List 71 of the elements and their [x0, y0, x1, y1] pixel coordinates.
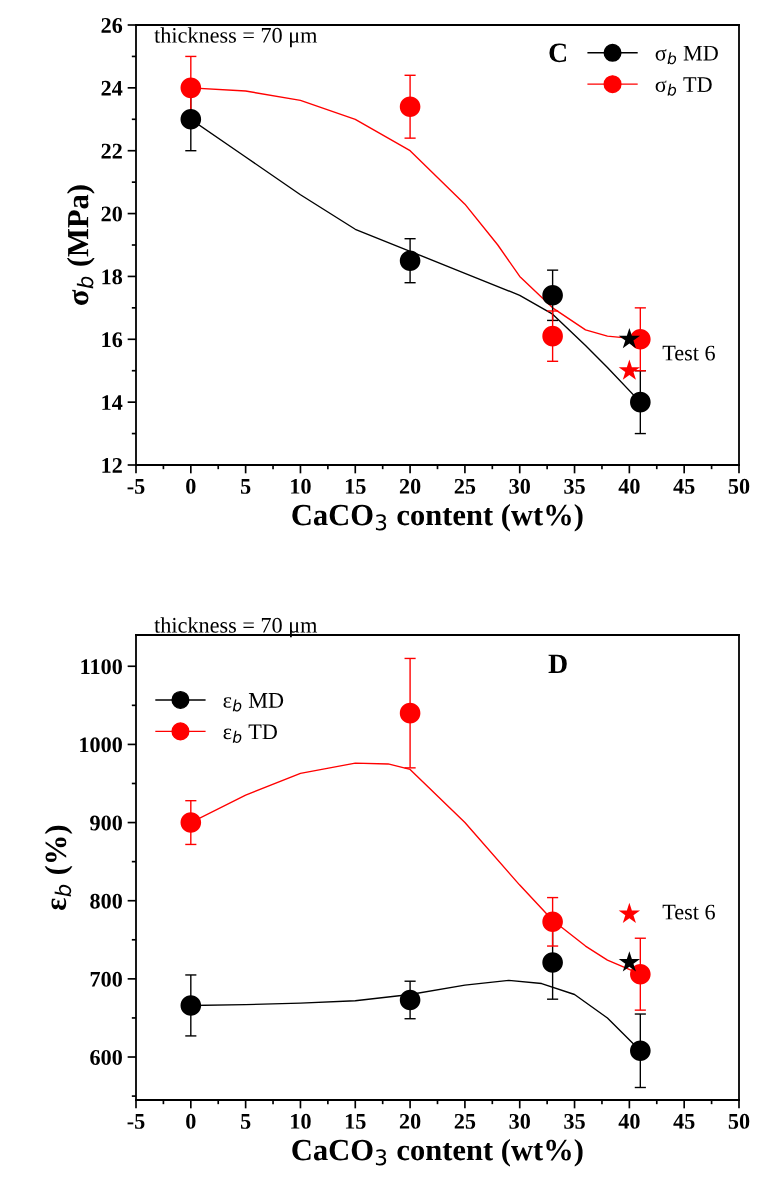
x-tick-label: 0 — [186, 1113, 196, 1129]
x-tick-label: 30 — [509, 478, 530, 494]
x-tick-label: 35 — [564, 478, 585, 494]
annotation: thickness = 70 μm — [154, 617, 318, 638]
point — [180, 108, 202, 130]
x-tick-label: 5 — [240, 1114, 251, 1129]
x-tick-label: 45 — [673, 478, 695, 494]
x-tick-label: 35 — [564, 1113, 585, 1129]
point — [542, 325, 563, 347]
x-tick-label: 20 — [399, 1113, 421, 1129]
point — [399, 989, 421, 1011]
annotation: D — [548, 654, 567, 673]
legend-label: σ$_{b}$ MD — [655, 45, 718, 65]
x-tick-label: 45 — [673, 1113, 695, 1129]
x-tick-label: 10 — [291, 478, 311, 494]
x-tick-label: 0 — [186, 478, 196, 494]
x-tick-label: 30 — [509, 1113, 530, 1129]
x-tick-label: 15 — [345, 1113, 366, 1129]
legend-label: ε$_{b}$ TD — [223, 724, 277, 743]
y-tick-label: 22 — [101, 143, 122, 159]
point — [542, 284, 563, 306]
point — [618, 902, 641, 924]
point — [618, 951, 641, 972]
y-tick-label: 1000 — [80, 737, 122, 753]
y-tick-label: 20 — [101, 206, 122, 222]
point — [180, 77, 202, 99]
point — [630, 1040, 651, 1062]
y-tick-label: 800 — [90, 893, 122, 909]
x-tick-label: 15 — [345, 478, 366, 494]
point — [618, 328, 641, 349]
x-axis-title: CaCO$_{3}$ content (wt%) — [292, 1138, 583, 1167]
point — [542, 911, 563, 933]
annotation: Test 6 — [662, 904, 715, 920]
x-tick-label: -5 — [127, 479, 145, 494]
y-tick-label: 1100 — [81, 659, 122, 675]
x-tick-label: -5 — [127, 1114, 145, 1129]
legend-label: ε$_{b}$ MD — [223, 693, 284, 712]
x-tick-label: 10 — [291, 1113, 311, 1129]
y-tick-label: 24 — [101, 80, 123, 96]
y-tick-label: 900 — [90, 815, 122, 831]
x-tick-label: 50 — [728, 1113, 750, 1129]
x-tick-label: 50 — [728, 478, 750, 494]
legend-label: σ$_{b}$ TD — [655, 77, 712, 96]
x-tick-label: 25 — [454, 478, 476, 494]
x-tick-label: 40 — [618, 1113, 640, 1129]
y-axis-title: σ$_{b}$ (MPa) — [66, 185, 95, 305]
point — [630, 391, 651, 413]
x-tick-label: 5 — [240, 479, 251, 494]
y-tick-label: 26 — [101, 17, 123, 33]
y-tick-label: 600 — [90, 1049, 122, 1065]
annotation: C — [549, 43, 567, 63]
point — [180, 995, 202, 1016]
y-tick-label: 18 — [102, 269, 123, 285]
x-axis-title: CaCO$_{3}$ content (wt%) — [292, 503, 583, 532]
annotation: Test 6 — [662, 345, 715, 361]
x-tick-label: 20 — [399, 478, 421, 494]
annotation: thickness = 70 μm — [154, 27, 318, 48]
y-tick-label: 14 — [102, 395, 123, 410]
y-tick-label: 16 — [102, 332, 123, 348]
point — [180, 812, 202, 833]
x-tick-label: 25 — [454, 1113, 476, 1129]
point — [618, 359, 641, 380]
x-tick-label: 40 — [618, 478, 640, 494]
y-axis-title: ε$_{b}$ (%) — [44, 825, 73, 910]
point — [399, 96, 421, 118]
y-tick-label: 12 — [102, 457, 122, 473]
y-tick-label: 700 — [90, 971, 122, 987]
point — [399, 702, 421, 724]
point — [399, 250, 421, 272]
point — [542, 952, 563, 973]
point — [630, 963, 651, 985]
